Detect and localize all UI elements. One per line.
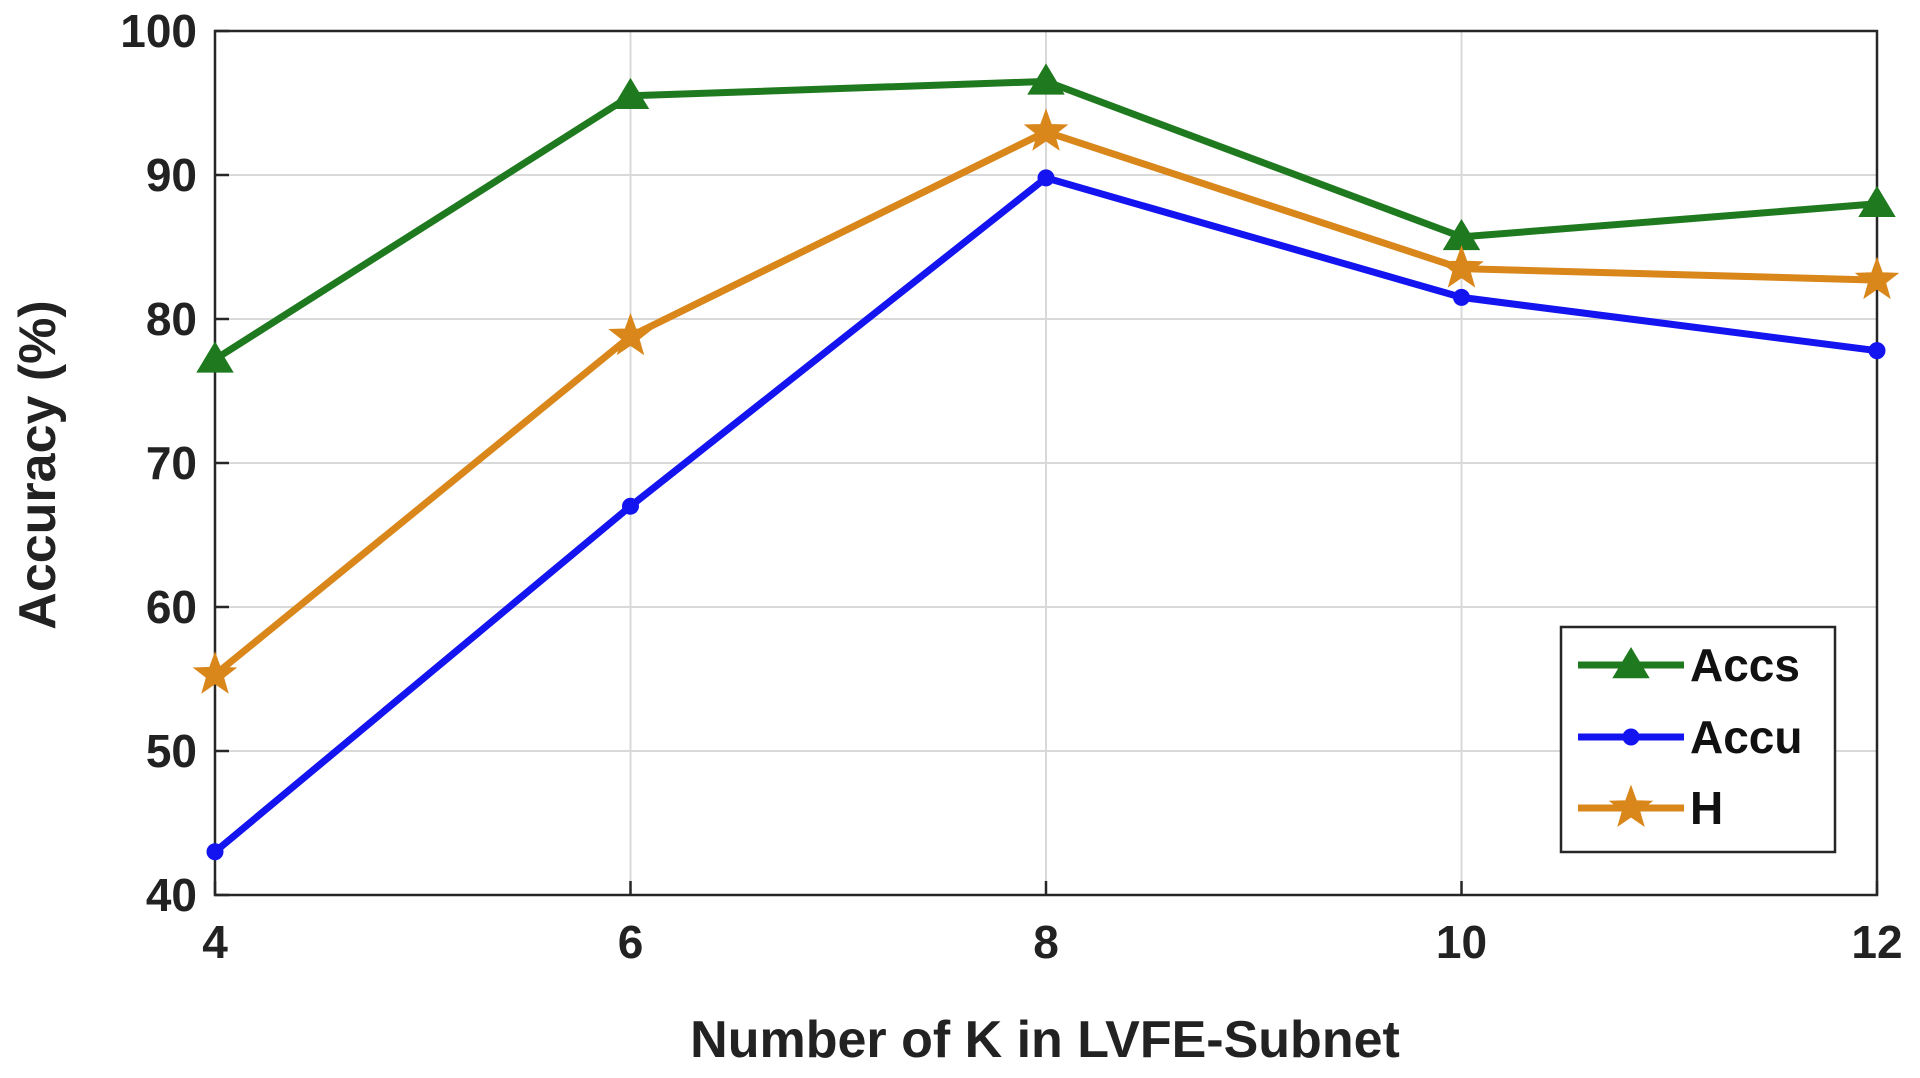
legend-label-accs: Accs — [1690, 639, 1800, 691]
y-axis-title: Accuracy (%) — [9, 300, 67, 629]
x-tick-label: 4 — [202, 916, 228, 968]
data-point-h — [1854, 256, 1900, 300]
x-axis-ticks: 4 6 8 10 12 — [202, 881, 1903, 968]
data-point-accs — [1027, 63, 1065, 95]
data-point-accs — [1858, 185, 1896, 218]
legend-label-h: H — [1690, 782, 1723, 834]
y-tick-label: 90 — [146, 149, 197, 201]
y-tick-label: 100 — [120, 5, 197, 57]
data-point-accu — [206, 843, 224, 861]
legend-marker-h — [1608, 784, 1654, 827]
data-point-h — [192, 651, 238, 694]
x-tick-label: 12 — [1851, 916, 1902, 968]
data-point-accs — [196, 341, 234, 373]
legend: Accs Accu H — [1559, 625, 1837, 854]
data-point-accu — [1453, 288, 1470, 306]
x-axis-title: Number of K in LVFE-Subnet — [690, 1011, 1400, 1069]
x-tick-label: 8 — [1033, 916, 1059, 968]
data-point-accs — [611, 77, 650, 110]
y-tick-label: 50 — [146, 725, 197, 777]
y-tick-label: 70 — [146, 437, 197, 489]
data-point-h — [608, 312, 653, 356]
y-tick-label: 80 — [146, 293, 197, 345]
data-point-accu — [622, 497, 639, 515]
y-tick-label: 40 — [146, 869, 197, 921]
series-markers — [192, 63, 1900, 861]
legend-label-accu: Accu — [1690, 711, 1802, 763]
y-tick-label: 60 — [146, 581, 197, 633]
x-tick-label: 6 — [618, 916, 644, 968]
legend-marker-accu — [1622, 728, 1640, 746]
legend-marker-accs — [1612, 647, 1650, 679]
x-tick-label: 10 — [1436, 916, 1487, 968]
data-point-accu — [1037, 169, 1055, 187]
data-point-accu — [1868, 342, 1886, 360]
y-axis-ticks: 40 50 60 70 80 90 100 — [120, 5, 229, 921]
data-point-h — [1023, 108, 1069, 151]
data-point-h — [1439, 245, 1484, 288]
